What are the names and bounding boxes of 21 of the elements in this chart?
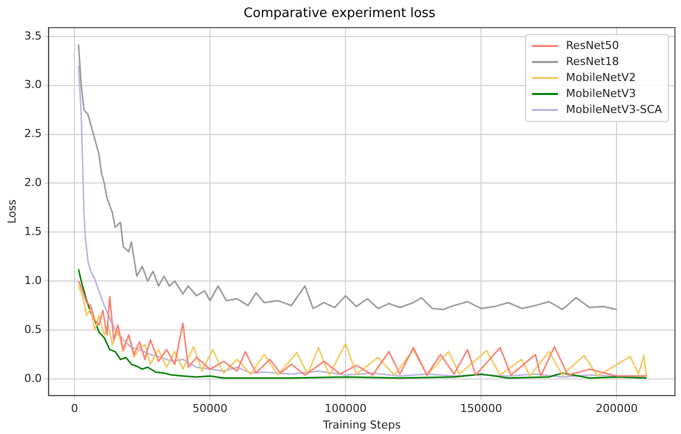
y-tick-label: 3.5 <box>24 29 42 42</box>
y-tick-label: 1.5 <box>24 225 42 238</box>
x-tick-label: 100000 <box>324 402 367 416</box>
chart-title: Comparative experiment loss <box>244 6 436 22</box>
y-tick-label: 2.0 <box>24 176 42 190</box>
legend-label: MobileNetV3 <box>566 87 636 100</box>
x-tick-label: 200000 <box>596 402 638 416</box>
x-tick-label: 0 <box>70 402 78 416</box>
x-tick-label: 150000 <box>460 402 502 416</box>
y-axis-title: Loss <box>5 199 18 224</box>
legend-label: ResNet18 <box>566 55 619 68</box>
x-tick-label: 50000 <box>192 402 228 416</box>
y-tick-label: 1.0 <box>24 274 42 287</box>
y-tick-label: 3.0 <box>24 78 42 92</box>
legend-label: MobileNetV2 <box>566 71 636 84</box>
legend-label: ResNet50 <box>566 39 619 52</box>
y-tick-label: 0.5 <box>24 322 42 336</box>
legend-label: MobileNetV3-SCA <box>566 103 662 116</box>
y-tick-label: 2.5 <box>24 127 42 140</box>
x-axis-title: Training Steps <box>322 418 401 432</box>
y-tick-label: 0.0 <box>24 372 42 385</box>
